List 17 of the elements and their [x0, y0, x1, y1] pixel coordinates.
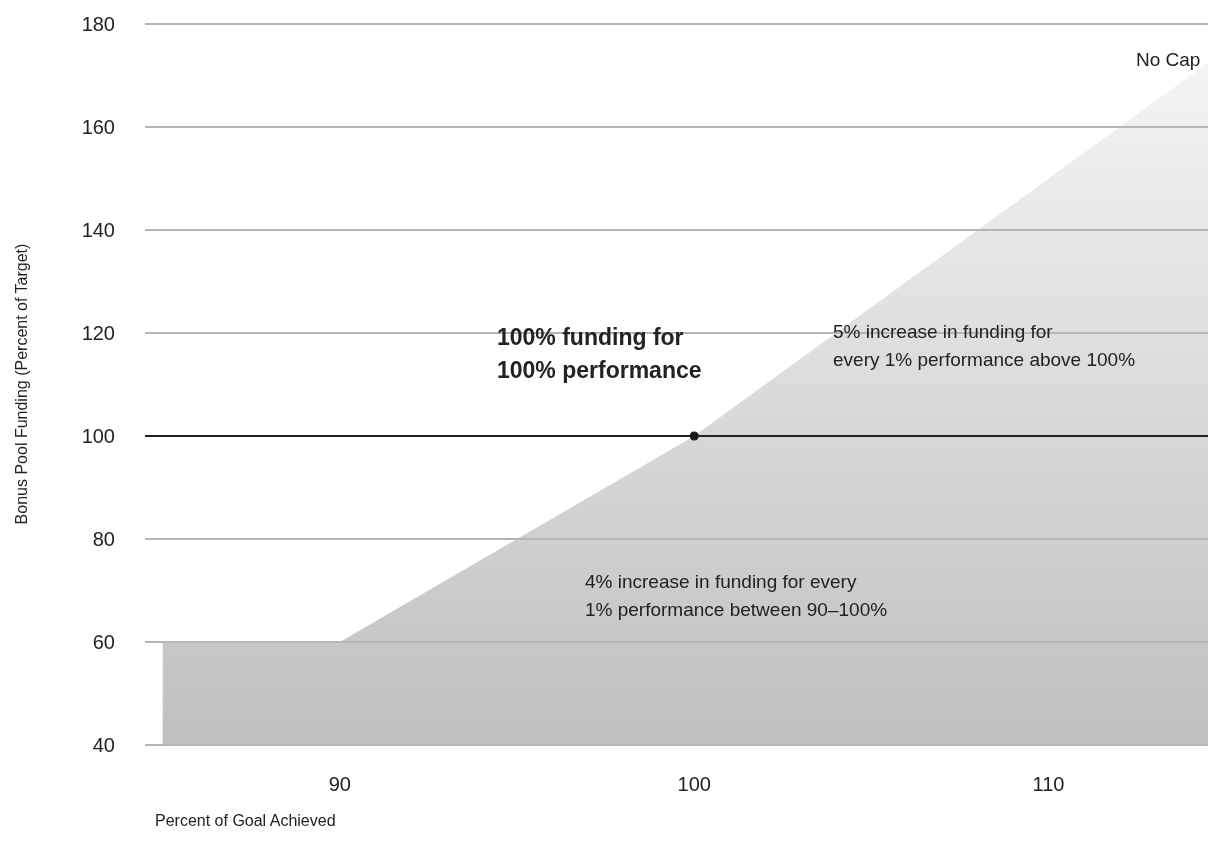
x-tick-label: 90	[328, 773, 352, 796]
y-axis-title: Bonus Pool Funding (Percent of Target)	[13, 242, 31, 526]
annotation: 4% increase in funding for every 1% performance between 90–100%	[585, 570, 888, 622]
annotation: 100% funding for 100% performance	[497, 323, 702, 385]
y-tick-label: 140	[81, 219, 115, 242]
x-tick-label: 100	[677, 773, 711, 796]
y-tick-label: 60	[92, 631, 115, 654]
y-tick-label: 100	[81, 425, 115, 448]
y-tick-label: 40	[92, 734, 115, 757]
annotation: No Cap	[1136, 48, 1201, 72]
y-tick-label: 160	[81, 116, 115, 139]
y-tick-label: 80	[92, 528, 115, 551]
y-tick-label: 180	[81, 13, 115, 36]
x-axis-title: Percent of Goal Achieved	[155, 812, 336, 830]
y-tick-label: 120	[81, 322, 115, 345]
x-tick-label: 110	[1032, 773, 1065, 796]
annotation: 5% increase in funding for every 1% performance above 100%	[833, 320, 1136, 372]
